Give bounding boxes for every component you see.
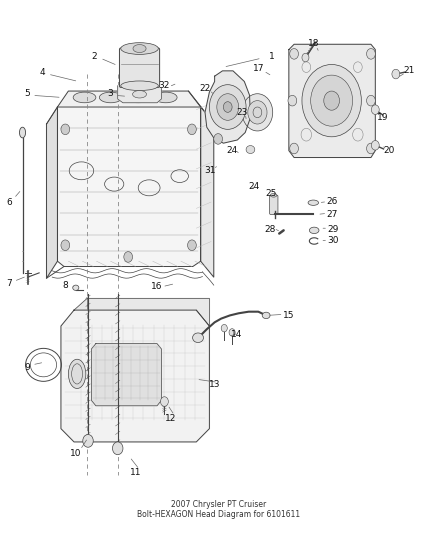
Polygon shape xyxy=(201,107,214,277)
Ellipse shape xyxy=(127,92,150,103)
Text: 26: 26 xyxy=(326,197,337,206)
Circle shape xyxy=(302,53,309,62)
Circle shape xyxy=(61,124,70,135)
Polygon shape xyxy=(61,310,209,442)
Text: 1: 1 xyxy=(268,52,274,61)
Circle shape xyxy=(217,94,239,120)
Polygon shape xyxy=(46,107,57,278)
Circle shape xyxy=(214,134,223,144)
Text: 17: 17 xyxy=(254,64,265,73)
Circle shape xyxy=(83,434,93,447)
Text: 9: 9 xyxy=(24,363,30,372)
FancyBboxPatch shape xyxy=(270,195,278,214)
Polygon shape xyxy=(57,91,201,107)
Circle shape xyxy=(367,49,375,59)
Polygon shape xyxy=(74,298,209,326)
Text: 6: 6 xyxy=(7,198,12,207)
Circle shape xyxy=(290,143,298,154)
Text: 23: 23 xyxy=(236,108,247,117)
Text: 7: 7 xyxy=(7,279,12,288)
Ellipse shape xyxy=(309,227,319,233)
Text: 13: 13 xyxy=(209,380,220,389)
Circle shape xyxy=(248,101,267,124)
Ellipse shape xyxy=(68,359,86,389)
Text: 29: 29 xyxy=(328,225,339,234)
Ellipse shape xyxy=(154,92,177,103)
Text: 28: 28 xyxy=(265,225,276,234)
Circle shape xyxy=(371,105,379,115)
Text: 19: 19 xyxy=(377,113,389,122)
Polygon shape xyxy=(205,71,251,143)
Circle shape xyxy=(302,64,361,137)
Ellipse shape xyxy=(121,81,158,91)
Text: 8: 8 xyxy=(63,280,68,289)
Text: 30: 30 xyxy=(328,237,339,246)
Polygon shape xyxy=(92,344,161,406)
Circle shape xyxy=(160,397,168,406)
Polygon shape xyxy=(289,44,375,158)
Text: 24: 24 xyxy=(248,182,260,191)
Circle shape xyxy=(223,102,232,112)
Ellipse shape xyxy=(262,312,270,319)
Ellipse shape xyxy=(246,146,255,154)
Text: 2007 Chrysler PT Cruiser
Bolt-HEXAGON Head Diagram for 6101611: 2007 Chrysler PT Cruiser Bolt-HEXAGON He… xyxy=(138,499,300,519)
Circle shape xyxy=(124,252,133,262)
Circle shape xyxy=(311,75,353,126)
Polygon shape xyxy=(57,107,201,266)
Ellipse shape xyxy=(19,127,25,138)
Circle shape xyxy=(392,69,400,79)
Text: 14: 14 xyxy=(231,330,242,339)
Circle shape xyxy=(187,240,196,251)
Text: 11: 11 xyxy=(130,469,142,477)
Text: 20: 20 xyxy=(384,146,395,155)
Text: 5: 5 xyxy=(24,89,30,98)
Text: 16: 16 xyxy=(151,282,163,291)
Text: 4: 4 xyxy=(39,68,45,77)
Circle shape xyxy=(61,240,70,251)
Text: 22: 22 xyxy=(199,84,211,93)
Text: 12: 12 xyxy=(165,414,177,423)
Circle shape xyxy=(113,442,123,455)
Ellipse shape xyxy=(133,91,147,98)
Text: 21: 21 xyxy=(403,67,415,75)
Circle shape xyxy=(221,325,227,332)
Text: 27: 27 xyxy=(326,210,337,219)
Ellipse shape xyxy=(99,92,122,103)
Circle shape xyxy=(288,95,297,106)
Ellipse shape xyxy=(73,92,96,103)
Circle shape xyxy=(187,124,196,135)
Text: 3: 3 xyxy=(107,89,113,98)
Circle shape xyxy=(229,329,235,336)
Circle shape xyxy=(367,143,375,154)
Text: 15: 15 xyxy=(283,311,295,320)
Text: 18: 18 xyxy=(308,39,320,48)
Ellipse shape xyxy=(270,193,277,197)
Text: 2: 2 xyxy=(92,52,97,61)
Circle shape xyxy=(242,94,273,131)
Circle shape xyxy=(371,141,379,150)
Ellipse shape xyxy=(193,333,204,343)
Text: 31: 31 xyxy=(205,166,216,175)
Circle shape xyxy=(324,91,339,110)
Text: 10: 10 xyxy=(70,449,81,458)
Text: 32: 32 xyxy=(159,81,170,90)
Circle shape xyxy=(290,49,298,59)
Circle shape xyxy=(209,85,246,130)
Ellipse shape xyxy=(73,285,79,290)
Ellipse shape xyxy=(133,45,146,53)
Text: 24: 24 xyxy=(226,146,238,155)
Ellipse shape xyxy=(121,43,158,54)
FancyBboxPatch shape xyxy=(120,48,159,87)
Circle shape xyxy=(367,95,375,106)
Text: 25: 25 xyxy=(266,189,277,198)
Polygon shape xyxy=(118,86,161,103)
Ellipse shape xyxy=(308,200,318,205)
